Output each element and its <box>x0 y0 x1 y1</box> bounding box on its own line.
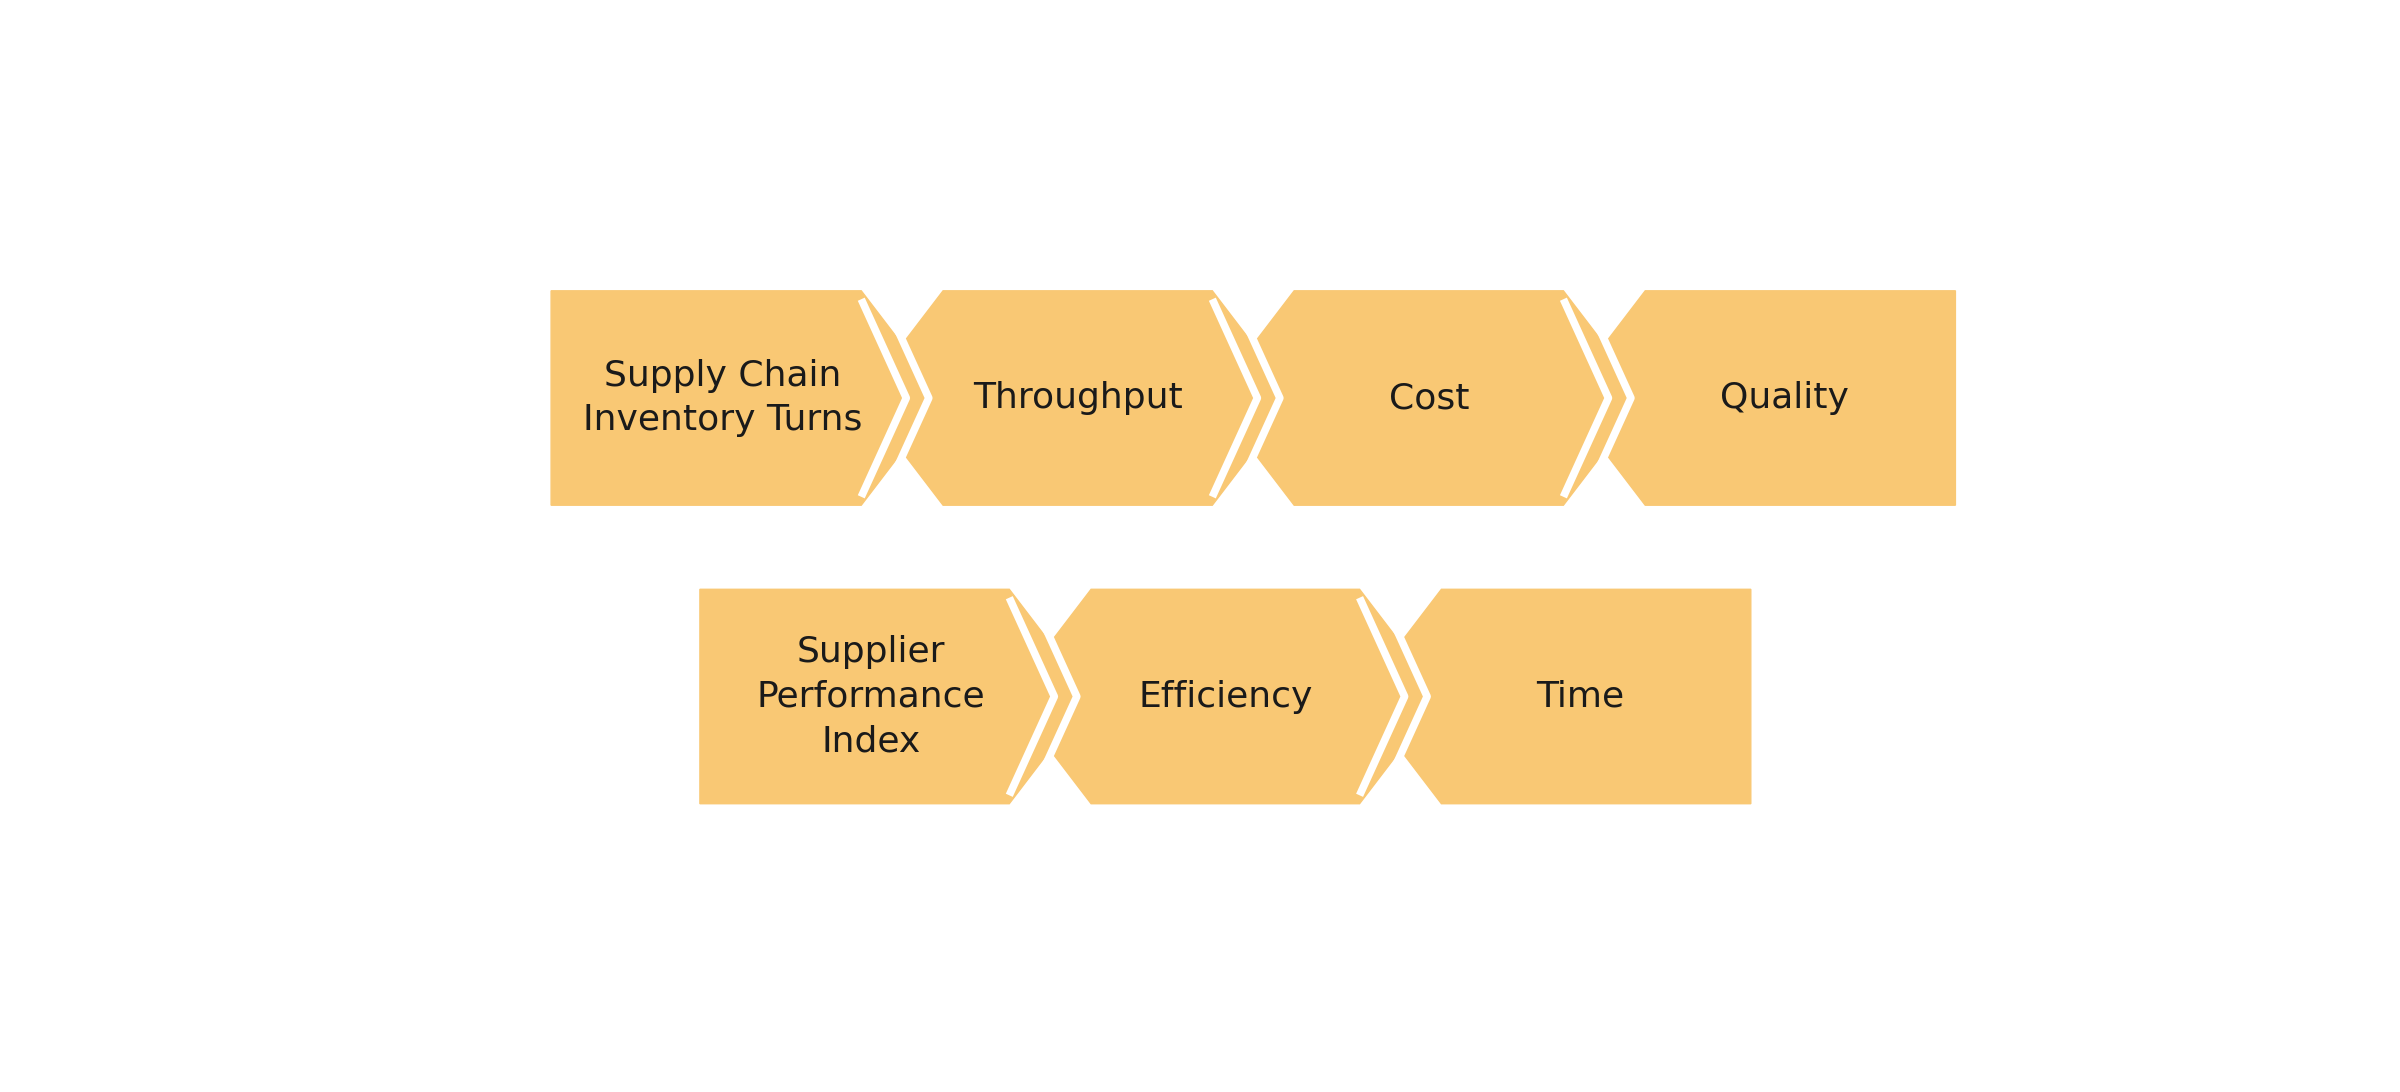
Polygon shape <box>552 290 943 506</box>
Polygon shape <box>1212 290 1646 506</box>
Text: Time: Time <box>1536 679 1625 713</box>
Text: Throughput: Throughput <box>972 381 1183 415</box>
Polygon shape <box>862 290 1294 506</box>
Text: Quality: Quality <box>1718 381 1848 415</box>
Polygon shape <box>1562 290 1956 506</box>
Text: Efficiency: Efficiency <box>1138 679 1313 713</box>
Text: Supplier
Performance
Index: Supplier Performance Index <box>756 634 986 758</box>
Text: Supply Chain
Inventory Turns: Supply Chain Inventory Turns <box>583 358 862 438</box>
Polygon shape <box>701 590 1092 804</box>
Polygon shape <box>1010 590 1442 804</box>
Text: Cost: Cost <box>1390 381 1469 415</box>
Polygon shape <box>1358 590 1752 804</box>
